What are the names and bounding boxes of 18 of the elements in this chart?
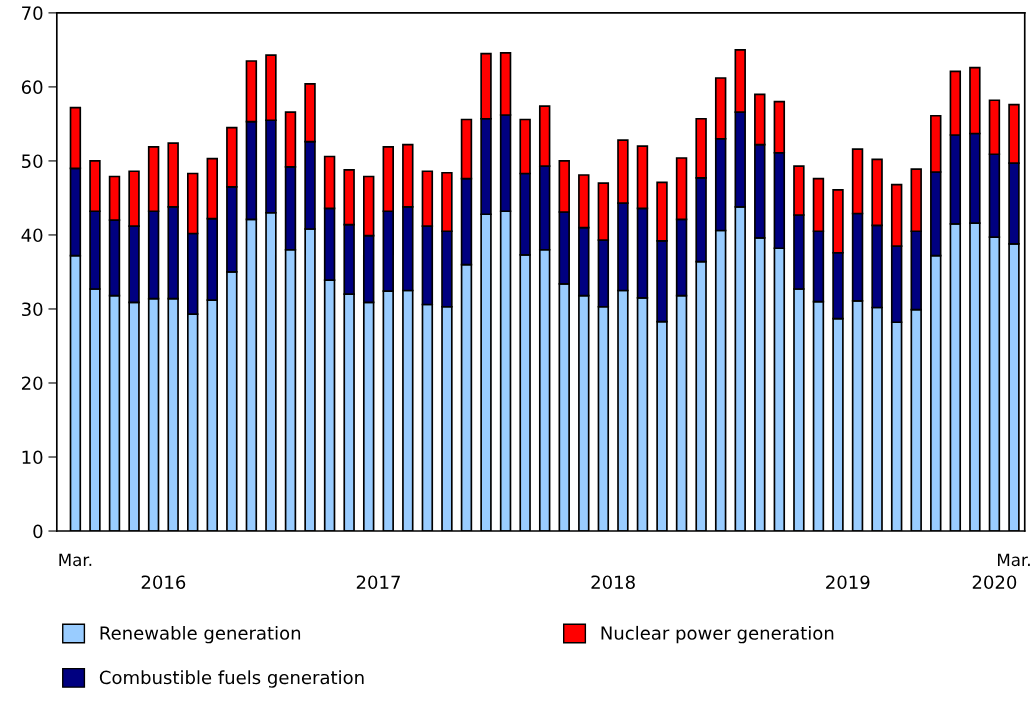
y-tick-label: 50 [22,154,43,169]
text: 2020 [972,575,1017,590]
legend-label: Combustible fuels generation [99,670,364,688]
y-tick-label: 30 [22,302,43,317]
y-tick-label: 60 [21,80,43,95]
y-tick-label: 10 [22,450,43,465]
y-tick-label: 20 [21,376,43,391]
y-tick-label: 70 [22,6,43,20]
legend-label: Renewable generation [100,625,301,644]
text: 2017 [356,575,400,590]
x-tick-label: Mar. [998,553,1030,567]
y-tick-label: 0 [33,524,43,539]
text: 2018 [591,575,635,590]
legend-label: Nuclear power generation [601,625,834,644]
text: 2019 [826,575,870,590]
y-tick-label: 40 [21,228,43,243]
x-tick-label: Mar. [59,553,92,567]
text: 2016 [141,575,186,590]
